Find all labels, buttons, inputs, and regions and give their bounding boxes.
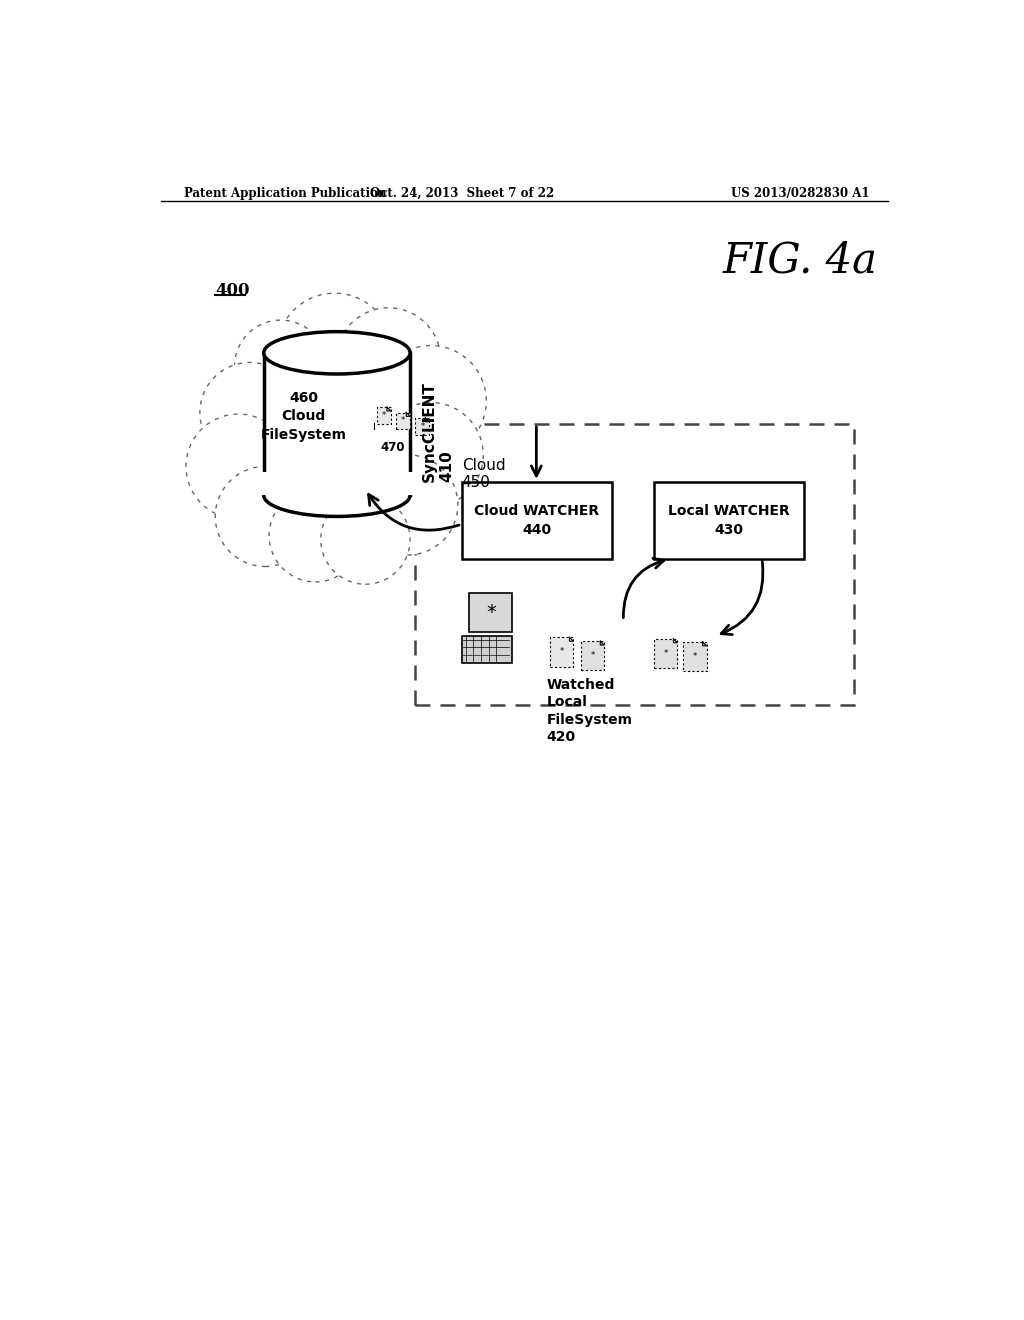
Text: FIG. 4a: FIG. 4a <box>723 239 878 281</box>
Circle shape <box>379 403 483 507</box>
Text: Oct. 24, 2013  Sheet 7 of 22: Oct. 24, 2013 Sheet 7 of 22 <box>370 187 554 199</box>
FancyBboxPatch shape <box>581 642 604 671</box>
FancyBboxPatch shape <box>462 482 611 558</box>
FancyBboxPatch shape <box>264 352 410 495</box>
FancyBboxPatch shape <box>416 418 429 434</box>
Text: Cloud WATCHER
440: Cloud WATCHER 440 <box>474 504 599 536</box>
Text: *: * <box>664 649 668 657</box>
FancyBboxPatch shape <box>550 638 573 667</box>
FancyBboxPatch shape <box>462 636 512 663</box>
Circle shape <box>357 455 458 554</box>
Circle shape <box>269 490 361 582</box>
Text: *: * <box>420 422 425 430</box>
Ellipse shape <box>264 474 410 516</box>
Text: *: * <box>486 603 496 622</box>
FancyBboxPatch shape <box>469 594 512 632</box>
FancyBboxPatch shape <box>396 412 410 429</box>
Text: SyncCLIENT
410: SyncCLIENT 410 <box>422 381 454 482</box>
Circle shape <box>215 466 315 566</box>
Text: *: * <box>693 652 697 661</box>
Text: US 2013/0282830 A1: US 2013/0282830 A1 <box>731 187 869 199</box>
Text: *: * <box>401 417 406 425</box>
Text: Watched
Local
FileSystem
420: Watched Local FileSystem 420 <box>547 678 633 744</box>
FancyBboxPatch shape <box>654 482 804 558</box>
FancyBboxPatch shape <box>683 642 707 671</box>
Circle shape <box>186 414 291 519</box>
Ellipse shape <box>264 331 410 374</box>
Text: 400: 400 <box>215 281 250 298</box>
FancyBboxPatch shape <box>416 424 854 705</box>
Text: Patent Application Publication: Patent Application Publication <box>184 187 387 199</box>
Circle shape <box>336 308 441 413</box>
Text: 460
Cloud
FileSystem: 460 Cloud FileSystem <box>261 391 347 442</box>
Circle shape <box>200 363 300 462</box>
FancyBboxPatch shape <box>260 471 414 495</box>
FancyBboxPatch shape <box>377 407 391 424</box>
Circle shape <box>276 293 392 409</box>
Text: Local WATCHER
430: Local WATCHER 430 <box>669 504 791 536</box>
Text: *: * <box>591 651 595 660</box>
FancyBboxPatch shape <box>654 639 677 668</box>
Text: *: * <box>560 648 564 656</box>
Circle shape <box>376 346 486 457</box>
Text: 470: 470 <box>381 441 406 454</box>
Circle shape <box>234 321 327 413</box>
Text: Cloud
450: Cloud 450 <box>462 458 505 490</box>
Text: *: * <box>382 411 386 420</box>
Circle shape <box>321 495 410 585</box>
